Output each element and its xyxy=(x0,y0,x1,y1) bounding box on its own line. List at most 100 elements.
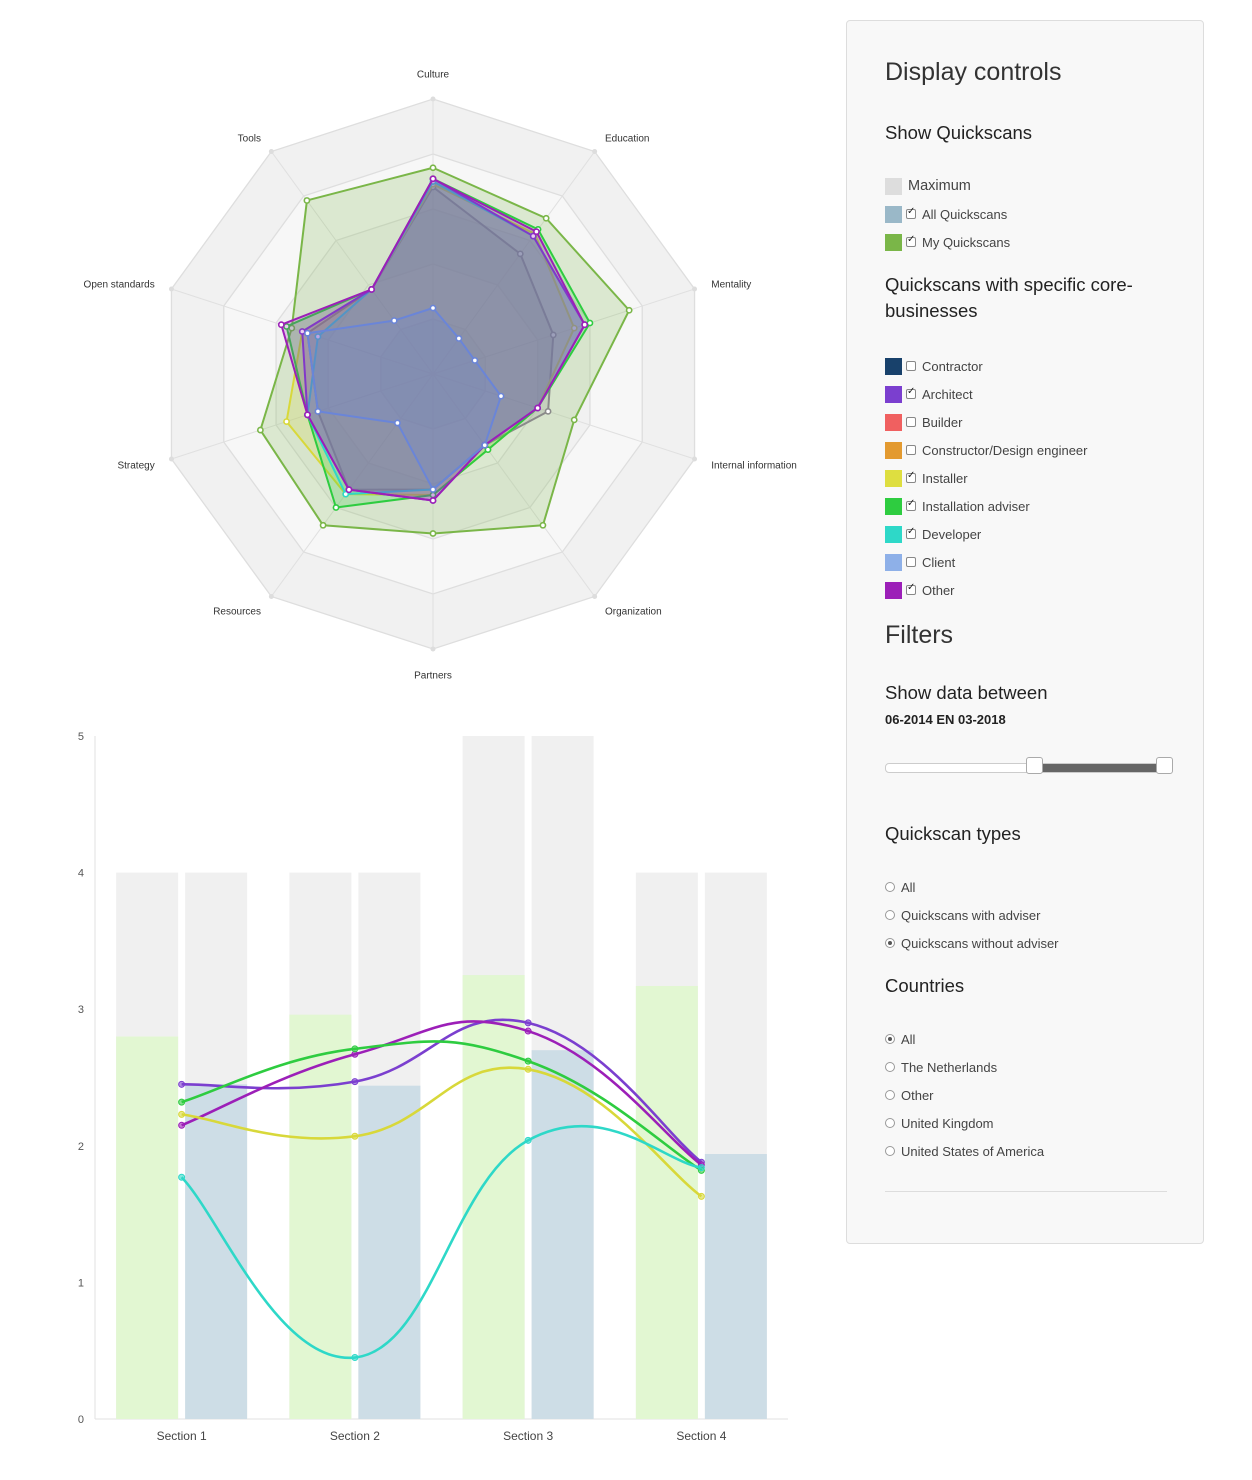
line-point-architect[interactable] xyxy=(524,1019,532,1027)
checkbox[interactable] xyxy=(906,526,916,539)
radar-point-client[interactable] xyxy=(304,329,311,337)
bar-my-quickscans[interactable] xyxy=(462,975,525,1419)
type-option-quickscans-without-adviser[interactable]: Quickscans without adviser xyxy=(885,929,1165,957)
line-point-other[interactable] xyxy=(524,1027,532,1035)
radar-point-other[interactable] xyxy=(277,321,285,329)
core-item-developer[interactable]: Developer xyxy=(885,520,1165,548)
radar-point-other[interactable] xyxy=(429,497,437,504)
line-point-installer[interactable] xyxy=(178,1110,186,1118)
radio-button[interactable] xyxy=(885,1062,895,1072)
radar-point-installation_adviser[interactable] xyxy=(332,504,340,511)
country-option-the-netherlands[interactable]: The Netherlands xyxy=(885,1053,1165,1081)
line-point-installer[interactable] xyxy=(697,1192,705,1200)
checkbox[interactable] xyxy=(906,206,916,219)
radar-point-installation_adviser[interactable] xyxy=(484,446,492,454)
radar-point-installer[interactable] xyxy=(570,324,578,332)
country-option-united-states-of-america[interactable]: United States of America xyxy=(885,1137,1165,1165)
radar-point-other[interactable] xyxy=(368,286,375,293)
radio-button[interactable] xyxy=(885,1146,895,1156)
radio-button[interactable] xyxy=(885,910,895,920)
line-point-installation_adviser[interactable] xyxy=(351,1045,359,1053)
line-point-installation_adviser[interactable] xyxy=(178,1098,186,1106)
radar-point-architect[interactable] xyxy=(529,232,537,240)
bar-all-quickscans[interactable] xyxy=(704,1153,767,1419)
radar-point-client[interactable] xyxy=(497,392,505,400)
core-item-constructor-design-engineer[interactable]: Constructor/Design engineer xyxy=(885,436,1165,464)
checkbox[interactable] xyxy=(906,361,916,371)
date-range-slider[interactable] xyxy=(885,757,1173,777)
radar-point-other[interactable] xyxy=(345,486,353,494)
line-point-installation_adviser[interactable] xyxy=(524,1057,532,1065)
core-item-client[interactable]: Client xyxy=(885,548,1165,576)
checkbox[interactable] xyxy=(906,557,916,567)
radar-point-my[interactable] xyxy=(429,530,437,537)
radar-point-my[interactable] xyxy=(256,426,264,434)
line-point-installer[interactable] xyxy=(524,1065,532,1073)
slider-handle-end[interactable] xyxy=(1156,757,1173,774)
line-point-other[interactable] xyxy=(178,1121,186,1129)
radar-point-client[interactable] xyxy=(455,335,463,342)
bar-all-quickscans[interactable] xyxy=(185,1084,248,1419)
line-point-developer[interactable] xyxy=(351,1354,359,1362)
bar-all-quickscans[interactable] xyxy=(531,1050,594,1419)
radar-point-other[interactable] xyxy=(429,175,437,183)
line-point-architect[interactable] xyxy=(178,1080,186,1088)
radar-point-my[interactable] xyxy=(539,521,547,529)
radar-point-other[interactable] xyxy=(304,411,311,419)
radar-point-other[interactable] xyxy=(533,228,540,236)
radar-point-client[interactable] xyxy=(394,419,401,427)
type-option-quickscans-with-adviser[interactable]: Quickscans with adviser xyxy=(885,901,1165,929)
radar-point-my[interactable] xyxy=(542,214,550,222)
radar-point-installation_adviser[interactable] xyxy=(586,319,594,327)
checkbox[interactable] xyxy=(906,470,916,483)
slider-handle-start[interactable] xyxy=(1025,757,1043,774)
core-item-installer[interactable]: Installer xyxy=(885,464,1165,492)
radar-point-my[interactable] xyxy=(319,521,327,529)
checkbox[interactable] xyxy=(906,445,916,455)
radio-button[interactable] xyxy=(885,882,895,892)
bar-my-quickscans[interactable] xyxy=(116,1036,179,1419)
radar-point-my[interactable] xyxy=(303,197,311,204)
line-point-developer[interactable] xyxy=(178,1173,186,1181)
checkbox[interactable] xyxy=(906,498,916,511)
radar-point-my[interactable] xyxy=(570,416,578,424)
show-item-my-quickscans[interactable]: My Quickscans xyxy=(885,228,1165,256)
radar-point-client[interactable] xyxy=(481,441,489,449)
checkbox[interactable] xyxy=(906,234,916,247)
radio-button[interactable] xyxy=(885,1090,895,1100)
country-option-other[interactable]: Other xyxy=(885,1081,1165,1109)
core-item-contractor[interactable]: Contractor xyxy=(885,352,1165,380)
core-item-other[interactable]: Other xyxy=(885,576,1165,604)
core-item-architect[interactable]: Architect xyxy=(885,380,1165,408)
line-point-developer[interactable] xyxy=(524,1136,532,1144)
line-point-architect[interactable] xyxy=(351,1078,359,1086)
show-item-all-quickscans[interactable]: All Quickscans xyxy=(885,200,1165,228)
radar-point-installer[interactable] xyxy=(283,418,290,425)
radar-point-client[interactable] xyxy=(429,304,437,312)
bar-all-quickscans[interactable] xyxy=(358,1085,421,1419)
core-item-installation-adviser[interactable]: Installation adviser xyxy=(885,492,1165,520)
type-option-all[interactable]: All xyxy=(885,873,1165,901)
radio-button[interactable] xyxy=(885,1034,895,1044)
radio-button[interactable] xyxy=(885,1118,895,1128)
radar-point-developer[interactable] xyxy=(342,490,350,498)
checkbox[interactable] xyxy=(906,386,916,399)
bar-my-quickscans[interactable] xyxy=(635,985,698,1419)
radar-point-client[interactable] xyxy=(429,486,437,493)
radar-point-other[interactable] xyxy=(534,404,542,412)
line-point-installer[interactable] xyxy=(351,1132,359,1140)
radar-point-all[interactable] xyxy=(544,407,552,415)
country-option-united-kingdom[interactable]: United Kingdom xyxy=(885,1109,1165,1137)
radar-point-other[interactable] xyxy=(581,321,589,329)
radar-point-my[interactable] xyxy=(429,164,437,172)
core-item-builder[interactable]: Builder xyxy=(885,408,1165,436)
radar-point-client[interactable] xyxy=(314,407,322,415)
checkbox[interactable] xyxy=(906,582,916,595)
radar-point-client[interactable] xyxy=(390,317,398,325)
checkbox[interactable] xyxy=(906,417,916,427)
radar-point-my[interactable] xyxy=(625,306,633,314)
country-option-all[interactable]: All xyxy=(885,1025,1165,1053)
radar-point-all[interactable] xyxy=(549,331,557,339)
radar-point-client[interactable] xyxy=(471,357,479,364)
radio-button[interactable] xyxy=(885,938,895,948)
